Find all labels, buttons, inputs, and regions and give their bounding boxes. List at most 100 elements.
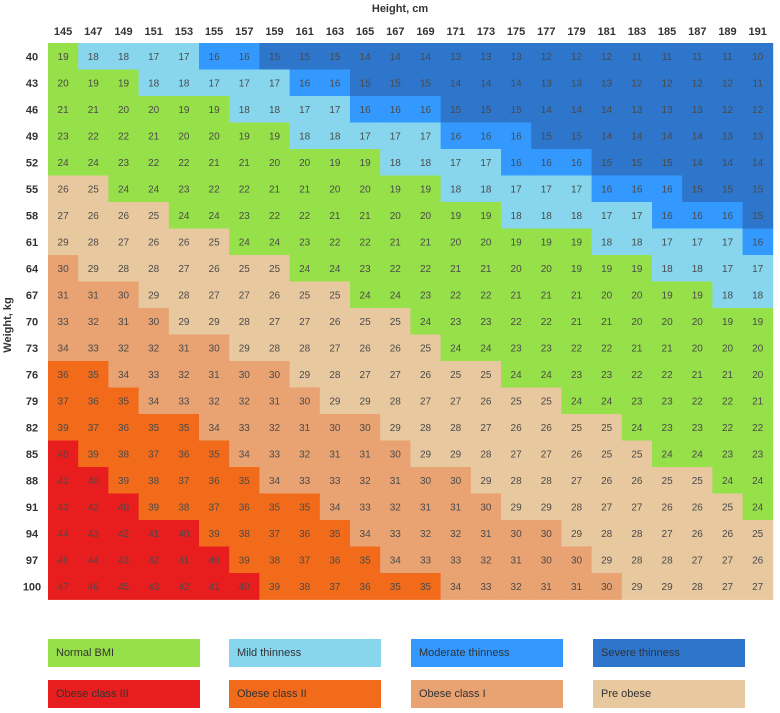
heatmap-cell [289,414,321,441]
heatmap-cell-value: 25 [480,370,492,381]
heatmap-cell-value: 34 [148,396,160,407]
heatmap-cell [319,281,351,309]
heatmap-cell-value: 12 [722,105,734,116]
heatmap-cell-value: 26 [209,264,221,275]
heatmap-cell-value: 29 [601,555,613,566]
heatmap-cell-value: 21 [88,105,100,116]
heatmap-cell-value: 17 [420,131,432,142]
heatmap-cell-value: 32 [148,343,160,354]
heatmap-cell [380,440,411,468]
heatmap-cell [531,334,562,362]
heatmap-cell-value: 23 [480,317,492,328]
heatmap-cell-value: 18 [631,237,643,248]
heatmap-cell-value: 41 [209,582,221,593]
heatmap-cell-value: 18 [269,105,281,116]
heatmap-cell [259,308,290,335]
heatmap-cell-value: 30 [209,343,221,354]
heatmap-cell [621,122,653,150]
heatmap-cell [350,96,381,123]
heatmap-cell-value: 20 [692,343,704,354]
heatmap-cell-value: 15 [601,158,613,169]
heatmap-cell [229,387,260,415]
heatmap-cell [440,202,472,229]
heatmap-cell [259,387,290,415]
heatmap-cell-value: 39 [58,423,70,434]
heatmap-cell-value: 19 [58,52,70,63]
heatmap-cell-value: 33 [329,476,341,487]
heatmap-cell [501,228,532,256]
heatmap-cell [108,361,139,388]
heatmap-cell [78,334,109,362]
x-tick-label: 165 [356,26,374,38]
heatmap-cell-value: 46 [58,555,70,566]
heatmap-cell [229,149,260,176]
heatmap-cell-value: 13 [692,105,704,116]
heatmap-cell-value: 16 [571,158,583,169]
x-tick-label: 163 [326,26,344,38]
heatmap-cell [289,334,321,362]
heatmap-cell [259,414,290,441]
heatmap-cell-value: 18 [541,211,553,222]
heatmap-cell [591,149,623,176]
heatmap-cell [682,69,713,97]
heatmap-cell [531,387,562,415]
heatmap-cell-value: 47 [58,582,70,593]
heatmap-cell-value: 25 [390,317,402,328]
heatmap-cell-value: 17 [450,158,462,169]
heatmap-cell [168,96,200,123]
heatmap-cell [138,43,170,70]
heatmap-cell [108,281,139,309]
heatmap-cell-value: 34 [209,423,221,434]
x-axis-label: Height, cm [372,3,428,15]
heatmap-cell-value: 16 [662,184,674,195]
heatmap-cell [350,69,381,97]
heatmap-cell [168,414,200,441]
heatmap-cell-value: 20 [752,370,764,381]
heatmap-cell [319,334,351,362]
heatmap-cell [470,69,502,97]
heatmap-cell [531,255,562,282]
heatmap-cell [682,43,713,70]
heatmap-cell-value: 19 [541,237,553,248]
heatmap-cell-value: 20 [299,158,311,169]
heatmap-cell [138,175,170,203]
heatmap-cell [350,43,381,70]
y-tick-label: 91 [26,502,38,514]
heatmap-cell-value: 19 [480,211,492,222]
heatmap-cell [742,467,774,494]
heatmap-cell [48,546,79,574]
heatmap-cell-value: 38 [269,555,281,566]
heatmap-cell [501,308,532,335]
heatmap-cell-value: 29 [209,317,221,328]
heatmap-cell-value: 24 [269,237,281,248]
heatmap-cell [138,122,170,150]
heatmap-cell-value: 24 [631,423,643,434]
heatmap-cell-value: 35 [329,529,341,540]
heatmap-cell-value: 25 [631,449,643,460]
heatmap-cell [380,175,411,203]
heatmap-cell-value: 35 [178,423,190,434]
heatmap-cell [380,334,411,362]
heatmap-cell-value: 17 [390,131,402,142]
heatmap-cell [410,334,441,362]
heatmap-cell [742,281,774,309]
heatmap-cell-value: 32 [299,449,311,460]
heatmap-cell [742,43,774,70]
heatmap-cell-value: 29 [58,237,70,248]
heatmap-cell [621,387,653,415]
heatmap-cell [742,414,774,441]
heatmap-cell [380,467,411,494]
heatmap-cell-value: 12 [541,52,553,63]
heatmap-cell-value: 18 [511,211,523,222]
heatmap-cell-value: 20 [752,343,764,354]
heatmap-cell [682,202,713,229]
x-tick-label: 145 [54,26,72,38]
heatmap-cell-value: 17 [662,237,674,248]
heatmap-cell [652,308,683,335]
heatmap-cell [259,69,290,97]
heatmap-cell [591,546,623,574]
heatmap-cell-value: 35 [239,476,251,487]
heatmap-cell-value: 33 [390,529,402,540]
heatmap-cell-value: 27 [722,582,734,593]
heatmap-cell-value: 27 [571,476,583,487]
